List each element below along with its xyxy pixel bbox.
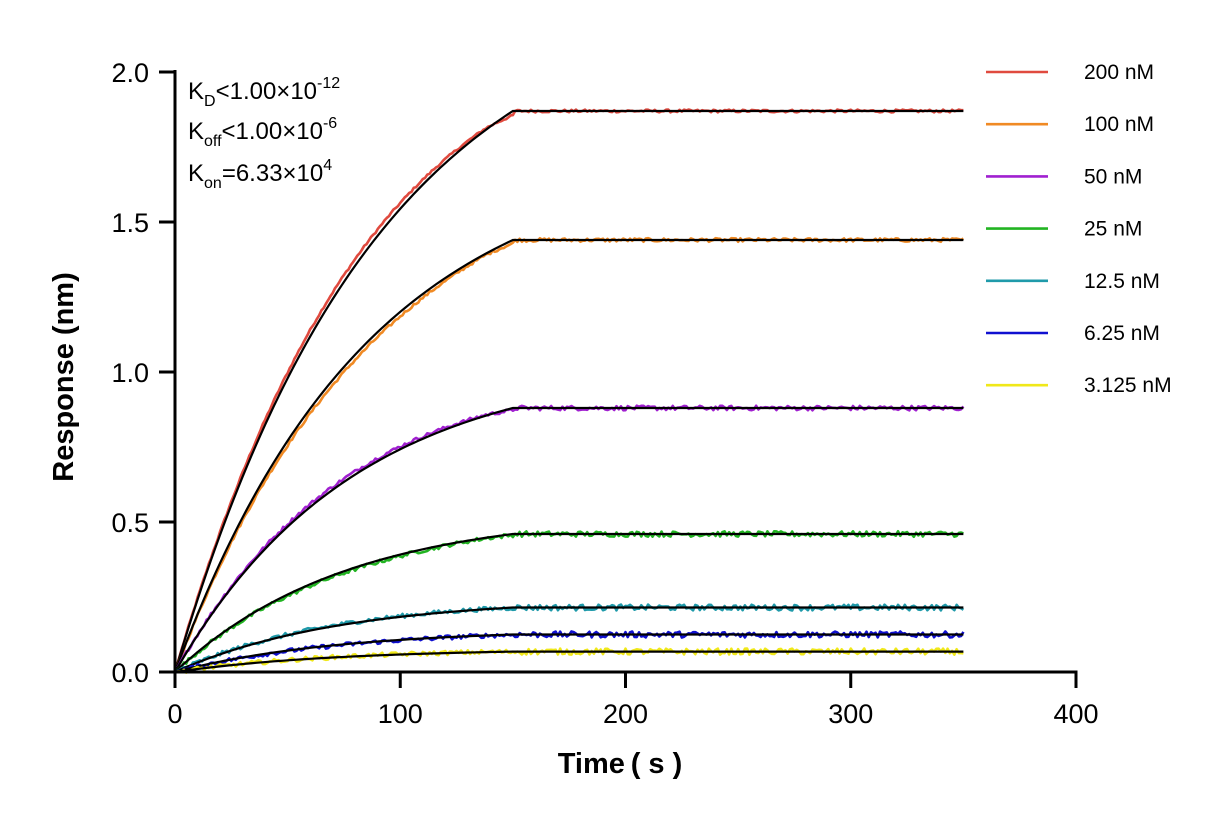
curves-layer	[173, 108, 965, 674]
legend-label: 3.125 nM	[1084, 374, 1172, 397]
x-tick-label: 300	[828, 699, 873, 729]
koff-annotation: Koff<1.00×10-6	[188, 115, 337, 150]
fit-line	[174, 633, 964, 674]
ticks-layer: 0 100 200 300 400 0.0 0.5 1.0 1.5 2.0	[111, 58, 1098, 729]
fit-line	[174, 406, 964, 673]
kinetics-annotations: KD<1.00×10-12 Koff<1.00×10-6 Kon=6.33×10…	[188, 75, 340, 192]
x-tick-label: 400	[1053, 699, 1098, 729]
y-tick-label: 1.0	[111, 358, 149, 388]
legend-label: 25 nM	[1084, 218, 1142, 241]
series-line	[173, 108, 964, 673]
legend-label: 100 nM	[1084, 113, 1154, 136]
legend-label: 200 nM	[1084, 61, 1154, 84]
legend-label: 12.5 nM	[1084, 270, 1160, 293]
legend-label: 50 nM	[1084, 165, 1142, 188]
x-tick-label: 100	[378, 699, 423, 729]
y-tick-label: 1.5	[111, 208, 149, 238]
y-tick-label: 0.0	[111, 658, 149, 688]
fit-line	[174, 606, 964, 674]
fit-line	[173, 238, 964, 673]
kon-annotation: Kon=6.33×104	[188, 157, 332, 192]
legend-label: 6.25 nM	[1084, 322, 1160, 345]
series-line	[174, 603, 965, 674]
y-axis-title: Response (nm)	[48, 272, 80, 481]
y-tick-label: 0.5	[111, 508, 149, 538]
x-axis-title: Time ( s )	[558, 748, 683, 780]
y-tick-label: 2.0	[111, 58, 149, 88]
x-tick-label: 200	[603, 699, 648, 729]
fit-line	[173, 109, 964, 673]
legend: 200 nM 100 nM 50 nM 25 nM 12.5 nM 6.25 nM 3.12…	[986, 61, 1172, 397]
fit-line	[174, 650, 964, 674]
fit-line	[174, 532, 964, 673]
x-tick-label: 0	[167, 699, 182, 729]
kd-annotation: KD<1.00×10-12	[188, 75, 340, 110]
